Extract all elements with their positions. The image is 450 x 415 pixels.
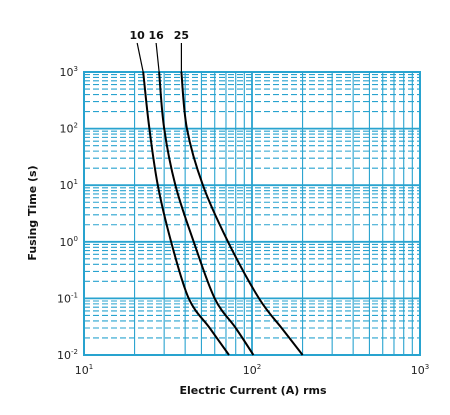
- series-line-10: [142, 71, 230, 356]
- series-leader-10: [136, 42, 144, 73]
- series-leader-16: [155, 42, 160, 73]
- y-tick-label: 100: [60, 235, 78, 249]
- series-label-25: 25: [174, 29, 189, 42]
- x-tick-label: 101: [75, 363, 93, 377]
- series-labels: 10 16 25: [130, 29, 190, 42]
- y-tick-label: 10-1: [57, 291, 78, 305]
- plot-grid: [83, 71, 421, 356]
- y-tick-label: 102: [60, 122, 78, 136]
- x-tick-label: 102: [243, 363, 261, 377]
- series-line-25: [180, 71, 304, 356]
- x-axis-label: Electric Current (A) rms: [179, 384, 326, 397]
- y-tick-label: 103: [60, 65, 78, 79]
- fuse-curves: [136, 42, 304, 356]
- series-label-10: 10: [130, 29, 146, 42]
- series-line-16: [158, 71, 255, 356]
- series-label-16: 16: [148, 29, 164, 42]
- x-tick-label: 103: [411, 363, 429, 377]
- y-axis-label: Fusing Time (s): [26, 165, 39, 260]
- y-tick-label: 10-2: [57, 348, 78, 362]
- axis-ticks: 101 102 103 10-2 10-1 100 101 102 103: [57, 65, 429, 377]
- y-tick-label: 101: [60, 178, 78, 192]
